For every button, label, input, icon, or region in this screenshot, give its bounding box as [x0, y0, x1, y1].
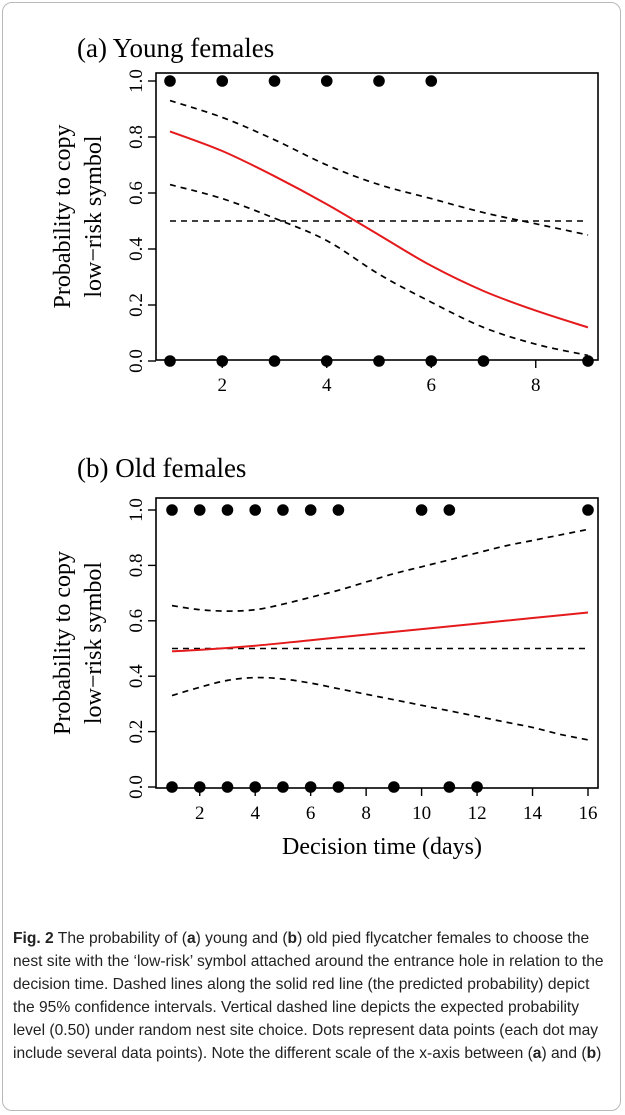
data-point — [166, 504, 178, 516]
data-point — [425, 355, 438, 367]
data-point — [268, 75, 281, 87]
data-point — [471, 781, 483, 793]
ci-lower-line — [169, 183, 589, 357]
data-point — [582, 355, 594, 367]
y-tick-label: 0.8 — [126, 554, 147, 578]
data-point — [216, 75, 229, 87]
data-point — [425, 75, 438, 87]
ci-upper-line — [169, 99, 589, 236]
ci-upper-line — [171, 528, 589, 612]
data-point — [193, 504, 206, 516]
data-point — [582, 504, 594, 516]
y-tick-label: 0.8 — [126, 125, 147, 149]
x-tick-label: 6 — [306, 803, 316, 824]
x-tick-label: 10 — [412, 803, 431, 824]
caption-panel-ref-b-1: b — [287, 930, 298, 947]
ci-lower-line — [171, 676, 589, 741]
fit-line — [169, 130, 589, 329]
data-point — [443, 781, 456, 793]
x-tick-label: 8 — [361, 803, 371, 824]
y-tick-label: 1.0 — [126, 69, 147, 93]
data-point — [388, 781, 400, 793]
y-tick-label: 1.0 — [126, 498, 147, 522]
chart-title: (a) Young females — [77, 33, 274, 63]
x-tick-label: 4 — [322, 375, 332, 396]
caption-panel-ref-b-2: b — [586, 1045, 597, 1062]
plot-frame — [155, 72, 599, 361]
x-tick-label: 4 — [250, 803, 260, 824]
data-point — [332, 504, 345, 516]
plot-frame — [155, 497, 599, 789]
x-tick-label: 8 — [531, 375, 541, 396]
y-tick-label: 0.2 — [126, 293, 147, 317]
figure-caption: Fig. 2 The probability of (a) young and … — [13, 927, 613, 1065]
data-point — [166, 781, 178, 793]
chart-panel-b: (b) Old females 0.0 0.2 0.4 0.6 0.8 1.0 2 4 6 8 10 1… — [50, 453, 599, 860]
y-axis-label: Probability to copy — [50, 125, 76, 309]
caption-panel-ref-a-2: a — [532, 1045, 542, 1062]
caption-text-3: ) old pied flycatcher females to choose … — [13, 930, 604, 1062]
y-tick-label: 0.4 — [126, 237, 147, 261]
y-tick-label: 0.2 — [126, 720, 147, 744]
data-point — [249, 781, 261, 793]
y-tick-label: 0.6 — [126, 609, 147, 633]
caption-text-1: The probability of ( — [57, 930, 187, 947]
x-tick-label: 12 — [468, 803, 487, 824]
chart-title: (b) Old females — [77, 453, 246, 483]
data-point — [373, 75, 385, 87]
data-point — [304, 781, 317, 793]
data-point — [373, 355, 385, 367]
y-axis-label: low−risk symbol — [81, 562, 107, 725]
y-tick-label: 0.0 — [126, 775, 147, 799]
data-point — [415, 504, 428, 516]
data-point — [320, 75, 333, 87]
caption-text-5: ) — [596, 1045, 602, 1062]
data-point — [193, 781, 206, 793]
data-point — [164, 355, 176, 367]
caption-panel-ref-a-1: a — [186, 930, 196, 947]
x-tick-label: 2 — [218, 375, 228, 396]
data-point — [277, 504, 289, 516]
x-tick-label: 14 — [523, 803, 543, 824]
y-axis-label: Probability to copy — [50, 551, 76, 735]
chart-panel-a: (a) Young females 0.0 0.2 0.4 0.6 0.8 1.0 2 4 6 8 P… — [50, 33, 599, 396]
x-tick-label: 16 — [579, 803, 598, 824]
figure-plots: (a) Young females 0.0 0.2 0.4 0.6 0.8 1.0 2 4 6 8 P… — [50, 33, 599, 860]
x-tick-label: 2 — [195, 803, 205, 824]
data-point — [249, 504, 261, 516]
y-tick-label: 0.0 — [126, 349, 147, 373]
caption-text-4: ) and ( — [541, 1045, 587, 1062]
x-tick-label: 6 — [427, 375, 437, 396]
caption-text-2: ) young and ( — [195, 930, 288, 947]
y-axis-label: low−risk symbol — [81, 135, 107, 298]
y-tick-label: 0.6 — [126, 181, 147, 205]
x-axis-label: Decision time (days) — [282, 834, 482, 860]
data-point — [320, 355, 333, 367]
data-point — [221, 504, 234, 516]
data-point — [216, 355, 229, 367]
data-point — [268, 355, 281, 367]
fit-line — [171, 611, 589, 653]
y-tick-label: 0.4 — [126, 664, 147, 688]
data-point — [332, 781, 345, 793]
data-point — [164, 75, 176, 87]
data-point — [477, 355, 490, 367]
data-point — [443, 504, 456, 516]
data-point — [304, 504, 317, 516]
figure-label: Fig. 2 — [13, 930, 54, 947]
data-point — [221, 781, 234, 793]
data-point — [277, 781, 289, 793]
